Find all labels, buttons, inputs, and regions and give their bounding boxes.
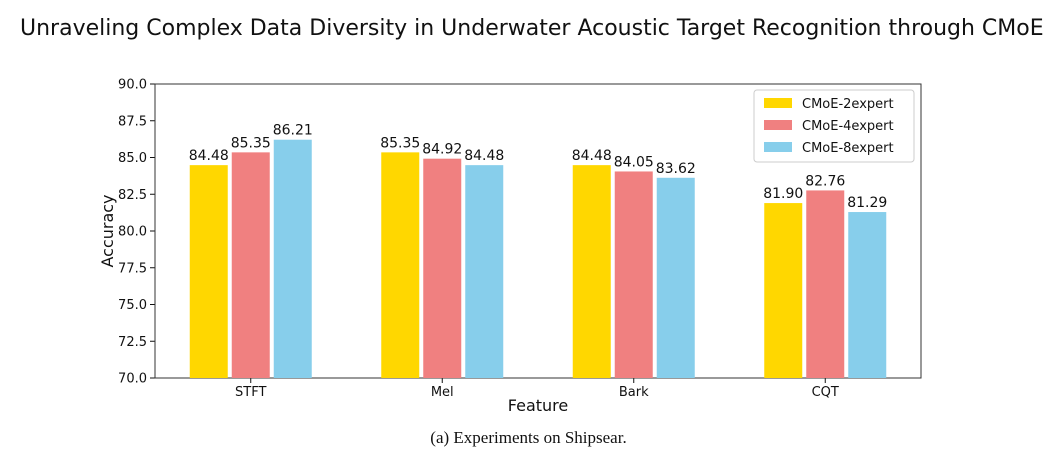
page-title: Unraveling Complex Data Diversity in Und… <box>20 16 1044 41</box>
bar-value-label: 84.48 <box>464 148 504 164</box>
bar-mel-series-3 <box>465 165 504 378</box>
bar-value-label: 86.21 <box>273 123 313 139</box>
y-tick-label: 82.5 <box>118 188 147 203</box>
bar-stft-series-2 <box>231 152 270 378</box>
bar-value-label: 84.48 <box>189 148 229 164</box>
bar-stft-series-1 <box>189 165 228 378</box>
bar-bark-series-3 <box>656 177 695 378</box>
legend: CMoE-2expert CMoE-4expert CMoE-8expert <box>753 89 915 163</box>
legend-label: CMoE-4expert <box>802 119 894 134</box>
bar-value-label: 82.76 <box>805 173 845 189</box>
x-tick-label: CQT <box>812 385 839 400</box>
y-tick-label: 80.0 <box>118 225 147 240</box>
x-axis-label: Feature <box>508 396 568 415</box>
legend-swatch <box>764 120 792 130</box>
bar-value-label: 85.35 <box>380 135 420 151</box>
axes-layer: 70.0 72.5 75.0 77.5 80.0 82.5 85.0 87.5 90.0 STFT… <box>118 78 922 400</box>
legend-swatch <box>764 98 792 108</box>
legend-swatch <box>764 142 792 152</box>
bar-value-label: 84.92 <box>422 142 462 158</box>
y-tick-label: 72.5 <box>118 335 147 350</box>
legend-label: CMoE-2expert <box>802 97 894 112</box>
y-tick-label: 70.0 <box>118 372 147 387</box>
bar-stft-series-3 <box>273 139 312 378</box>
bar-value-label: 81.29 <box>847 195 887 211</box>
bar-mel-series-2 <box>423 158 462 378</box>
x-tick-label: STFT <box>235 385 266 400</box>
legend-label: CMoE-8expert <box>802 141 894 156</box>
bar-cqt-series-3 <box>848 212 887 378</box>
bar-value-label: 84.05 <box>614 154 654 170</box>
bar-value-label: 83.62 <box>656 161 696 177</box>
y-tick-label: 75.0 <box>118 298 147 313</box>
bars-layer <box>189 139 887 378</box>
bar-value-label: 84.48 <box>572 148 612 164</box>
y-tick-label: 77.5 <box>118 261 147 276</box>
bar-value-label: 85.35 <box>231 135 271 151</box>
x-tick-label: Mel <box>431 385 454 400</box>
y-tick-label: 90.0 <box>118 78 147 93</box>
figure-caption: (a) Experiments on Shipsear. <box>430 428 627 447</box>
y-axis-label: Accuracy <box>98 194 117 267</box>
bar-cqt-series-1 <box>764 203 803 378</box>
y-tick-label: 87.5 <box>118 114 147 129</box>
bar-value-label: 81.90 <box>763 186 803 202</box>
bar-mel-series-1 <box>381 152 420 378</box>
plot-frame <box>154 83 922 379</box>
x-tick-label: Bark <box>619 385 649 400</box>
bar-cqt-series-2 <box>806 190 845 378</box>
y-tick-label: 85.0 <box>118 151 147 166</box>
bar-bark-series-2 <box>614 171 653 378</box>
bar-bark-series-1 <box>572 165 611 378</box>
legend-box <box>753 89 915 163</box>
